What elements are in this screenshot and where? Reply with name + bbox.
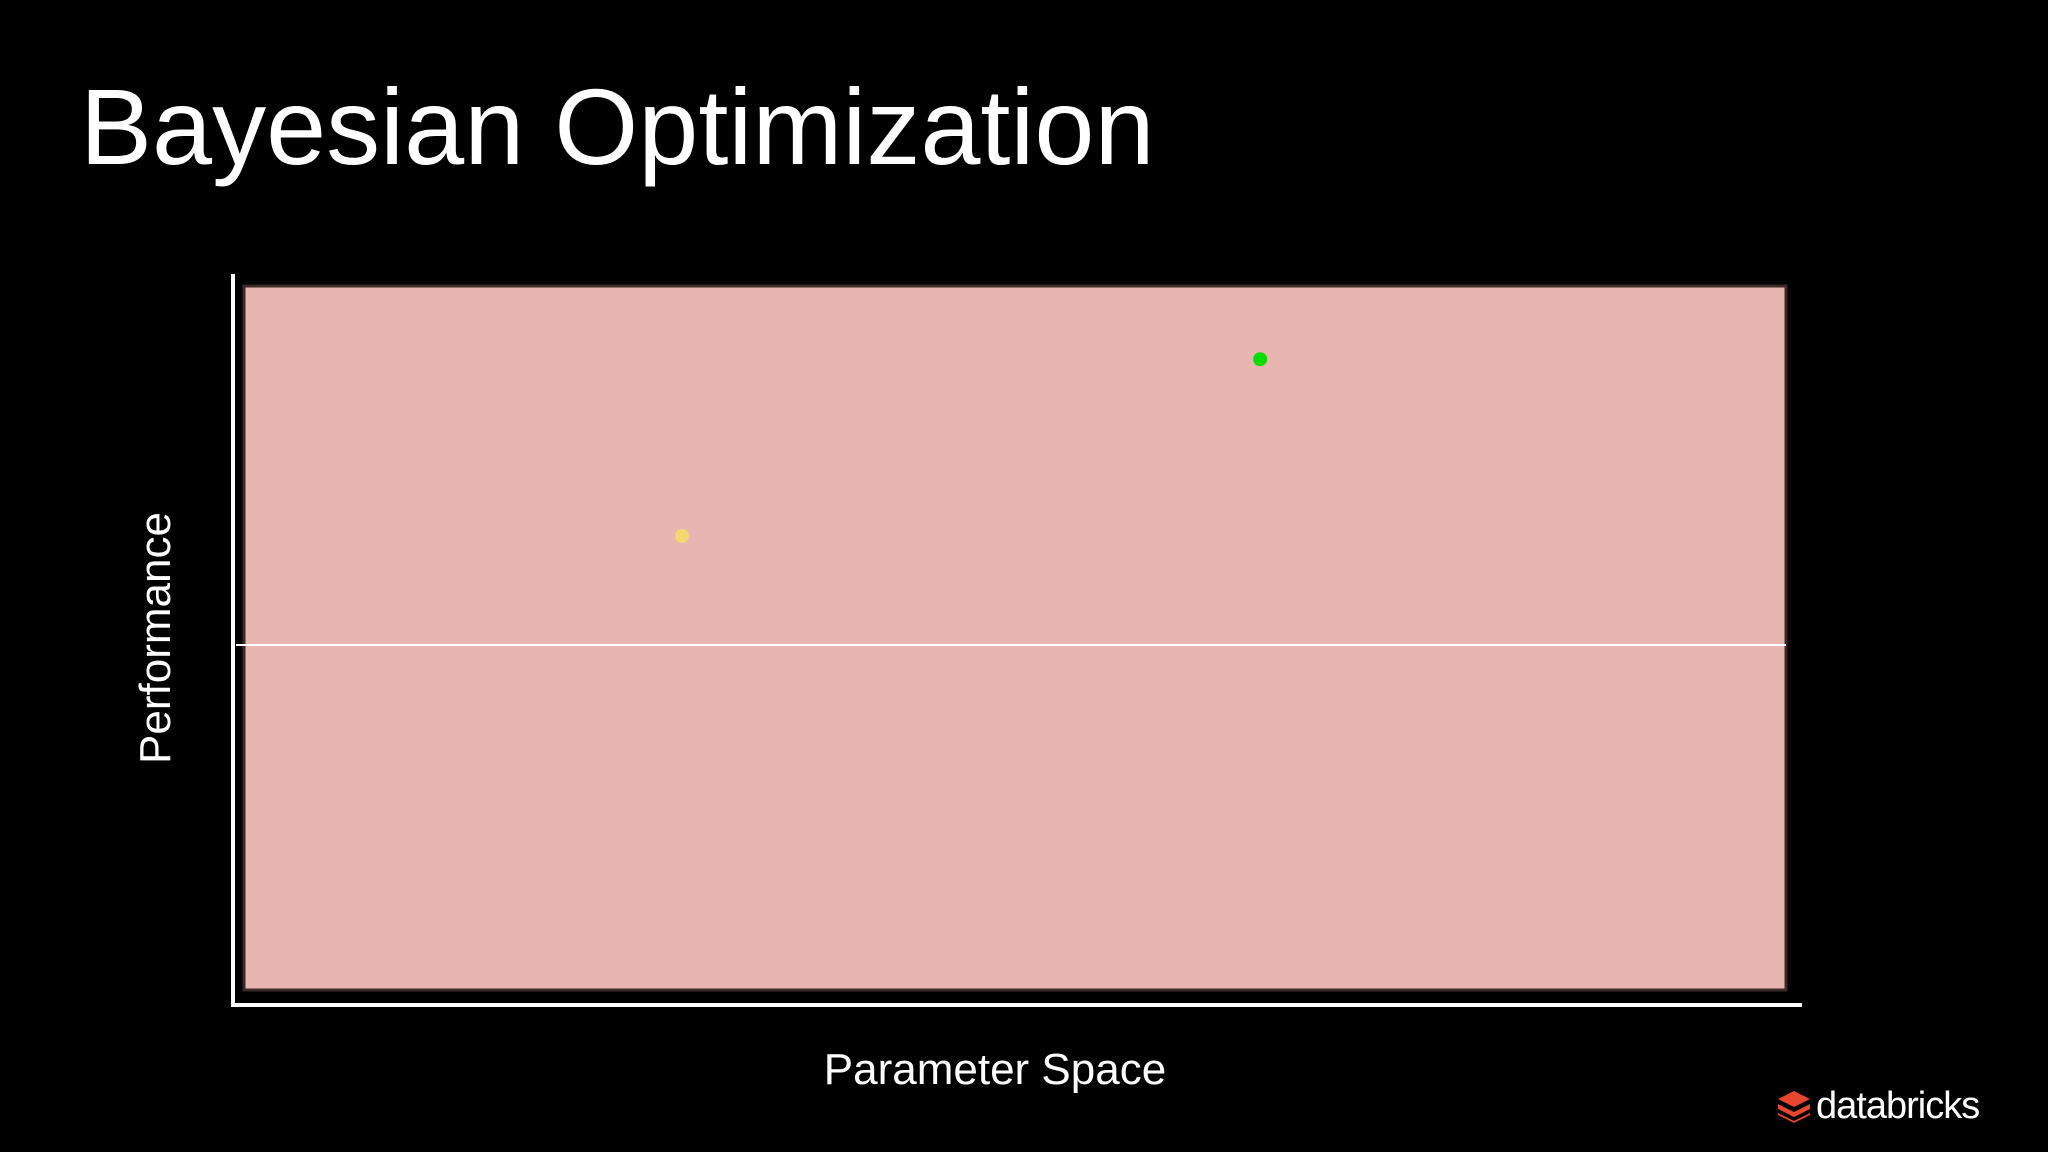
data-point-1 [674,528,689,543]
y-axis-label: Performance [131,512,180,764]
logo-text: databricks [1816,1085,1980,1127]
data-point-2 [1253,352,1268,367]
x-axis-label: Parameter Space [823,1045,1167,1094]
shaded-region [242,284,1788,992]
data-points [674,352,1268,543]
databricks-logo: databricks [1776,1082,1980,1130]
databricks-logo-icon [1778,1091,1810,1123]
slide-title: Bayesian Optimization [80,66,1155,187]
